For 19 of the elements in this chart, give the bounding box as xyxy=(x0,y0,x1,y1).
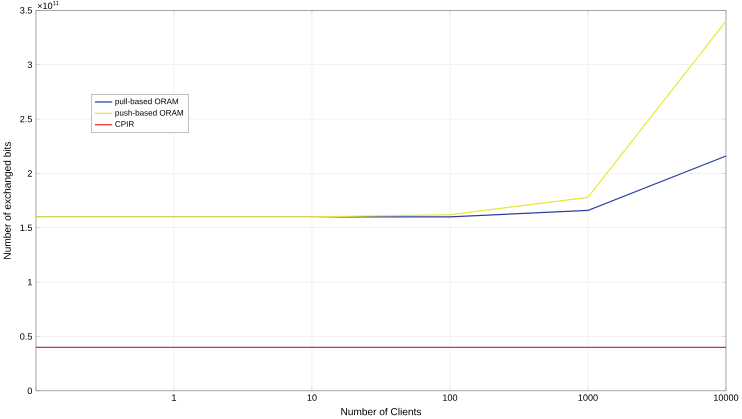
y-tick-label: 0 xyxy=(28,388,32,394)
y-tick-label: 0.5 xyxy=(20,333,32,340)
legend-label: push-based ORAM xyxy=(115,110,183,118)
y-tick-label: 3 xyxy=(28,62,32,68)
y-tick-label: 1 xyxy=(28,279,32,286)
y-tick-label: 3.5 xyxy=(20,7,32,14)
legend-label: CPIR xyxy=(115,121,134,128)
x-tick-label: 10 xyxy=(308,394,317,402)
x-axis-title: Number of Clients xyxy=(341,408,422,416)
x-tick-label: 10000 xyxy=(714,394,738,402)
x-tick-label: 100 xyxy=(443,394,458,402)
legend-label: pull-based ORAM xyxy=(115,98,178,106)
y-tick-label: 2 xyxy=(28,170,32,177)
y-tick-label: 2.5 xyxy=(20,116,32,122)
y-tick-label: 1.5 xyxy=(20,224,32,232)
x-tick-label: 1 xyxy=(172,394,176,401)
x-tick-label: 1000 xyxy=(578,394,598,402)
y-axis-title: Number of exchanged bits xyxy=(3,142,13,259)
text: ×10$^{11}$ xyxy=(38,1,59,10)
